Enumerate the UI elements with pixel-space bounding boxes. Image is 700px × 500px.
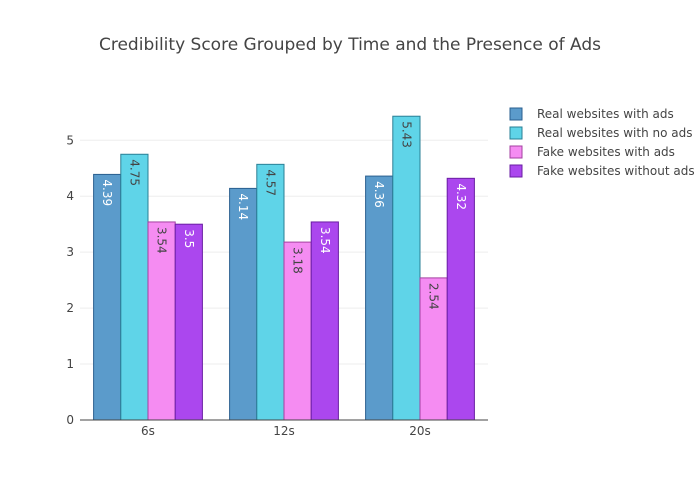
bar-data-label: 2.54 — [427, 283, 441, 310]
bar-data-label: 4.57 — [263, 169, 277, 196]
bar-data-label: 5.43 — [399, 121, 413, 148]
chart-title: Credibility Score Grouped by Time and th… — [99, 35, 601, 55]
legend-label: Fake websites without ads — [537, 164, 695, 178]
y-tick-label: 3 — [66, 245, 74, 259]
legend-swatch — [509, 164, 523, 178]
x-tick-label: 20s — [409, 424, 431, 438]
x-tick-label: 12s — [273, 424, 295, 438]
legend-item[interactable]: Fake websites with ads — [509, 145, 675, 159]
y-tick-label: 0 — [66, 413, 74, 427]
bar[interactable] — [365, 175, 394, 421]
bars — [93, 115, 475, 421]
legend-swatch — [509, 107, 523, 121]
legend-label: Real websites with no ads — [537, 126, 693, 140]
bar-data-label: 3.5 — [182, 229, 196, 248]
bar-data-label: 3.54 — [318, 227, 332, 254]
legend[interactable]: Real websites with ads Real websites with… — [509, 107, 695, 178]
y-tick-label: 1 — [66, 357, 74, 371]
legend-item[interactable]: Fake websites without ads — [509, 164, 695, 178]
bar-data-label: 4.39 — [100, 179, 114, 206]
bar[interactable] — [229, 187, 258, 421]
bar[interactable] — [120, 153, 149, 421]
bar[interactable] — [310, 221, 339, 421]
bar[interactable] — [174, 223, 203, 421]
legend-label: Real websites with ads — [537, 107, 674, 121]
bar[interactable] — [256, 163, 285, 421]
bar-labels: 4.39 4.75 3.54 3.5 4.14 4.57 3.18 3.54 4.36 5.43 2… — [100, 121, 468, 309]
bar-data-label: 4.75 — [127, 159, 141, 186]
y-tick-label: 5 — [66, 133, 74, 147]
bar-data-label: 4.36 — [372, 181, 386, 208]
legend-item[interactable]: Real websites with no ads — [509, 126, 693, 140]
y-tick-label: 4 — [66, 189, 74, 203]
bar-data-label: 4.14 — [236, 193, 250, 220]
bar[interactable] — [147, 221, 176, 421]
x-tick-label: 6s — [141, 424, 155, 438]
legend-item[interactable]: Real websites with ads — [509, 107, 674, 121]
bar[interactable] — [392, 115, 421, 421]
bar[interactable] — [446, 177, 475, 421]
axes: 0 1 2 3 4 5 6s 12s 20s — [66, 133, 488, 438]
y-tick-label: 2 — [66, 301, 74, 315]
legend-label: Fake websites with ads — [537, 145, 675, 159]
bar-data-label: 3.18 — [291, 247, 305, 274]
legend-swatch — [509, 126, 523, 140]
bar-data-label: 4.32 — [454, 183, 468, 210]
legend-swatch — [509, 145, 523, 159]
bar-data-label: 3.54 — [155, 227, 169, 254]
bar[interactable] — [93, 173, 122, 421]
